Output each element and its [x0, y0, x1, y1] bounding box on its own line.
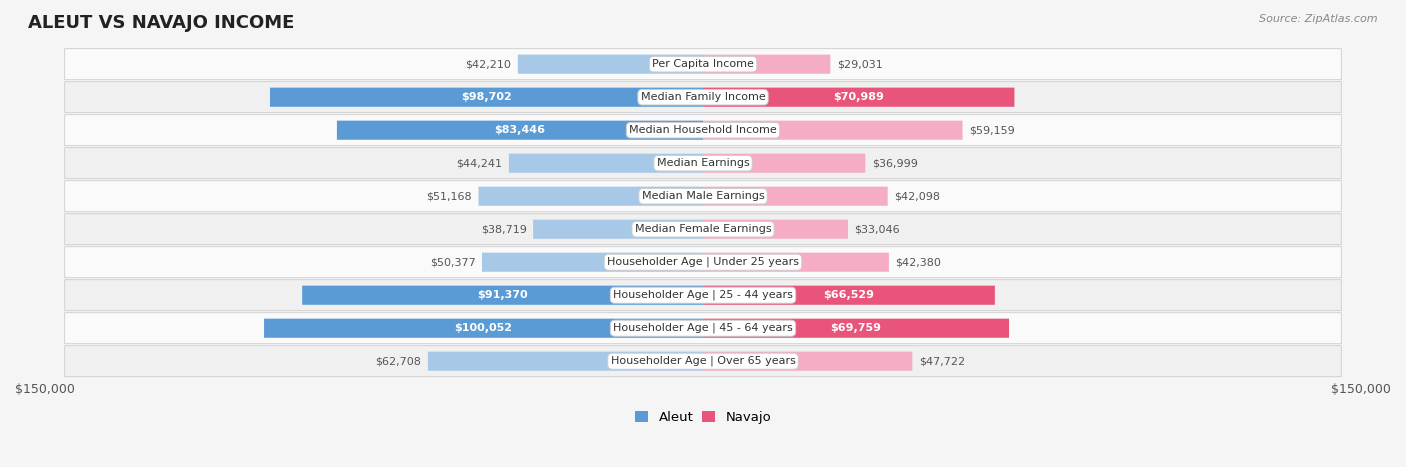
- Text: $33,046: $33,046: [855, 224, 900, 234]
- FancyBboxPatch shape: [65, 247, 1341, 278]
- Text: Median Male Earnings: Median Male Earnings: [641, 191, 765, 201]
- Text: Median Earnings: Median Earnings: [657, 158, 749, 168]
- Text: $59,159: $59,159: [969, 125, 1015, 135]
- Text: Householder Age | Under 25 years: Householder Age | Under 25 years: [607, 257, 799, 268]
- FancyBboxPatch shape: [270, 88, 703, 107]
- Text: $42,098: $42,098: [894, 191, 941, 201]
- FancyBboxPatch shape: [703, 120, 963, 140]
- FancyBboxPatch shape: [703, 55, 831, 74]
- FancyBboxPatch shape: [65, 181, 1341, 212]
- Text: $69,759: $69,759: [831, 323, 882, 333]
- Text: Householder Age | 25 - 44 years: Householder Age | 25 - 44 years: [613, 290, 793, 300]
- Text: $51,168: $51,168: [426, 191, 472, 201]
- Text: $91,370: $91,370: [477, 290, 527, 300]
- FancyBboxPatch shape: [65, 313, 1341, 344]
- FancyBboxPatch shape: [703, 187, 887, 206]
- Text: $98,702: $98,702: [461, 92, 512, 102]
- Text: $83,446: $83,446: [495, 125, 546, 135]
- FancyBboxPatch shape: [65, 115, 1341, 146]
- Text: $100,052: $100,052: [454, 323, 513, 333]
- Text: $70,989: $70,989: [834, 92, 884, 102]
- FancyBboxPatch shape: [65, 148, 1341, 179]
- FancyBboxPatch shape: [703, 318, 1010, 338]
- Text: Per Capita Income: Per Capita Income: [652, 59, 754, 69]
- Text: Median Family Income: Median Family Income: [641, 92, 765, 102]
- Text: $44,241: $44,241: [457, 158, 502, 168]
- Legend: Aleut, Navajo: Aleut, Navajo: [636, 411, 770, 424]
- Text: $42,380: $42,380: [896, 257, 942, 267]
- FancyBboxPatch shape: [65, 346, 1341, 377]
- FancyBboxPatch shape: [509, 154, 703, 173]
- Text: $47,722: $47,722: [920, 356, 965, 366]
- FancyBboxPatch shape: [65, 82, 1341, 113]
- FancyBboxPatch shape: [703, 88, 1015, 107]
- Text: ALEUT VS NAVAJO INCOME: ALEUT VS NAVAJO INCOME: [28, 14, 294, 32]
- FancyBboxPatch shape: [703, 154, 865, 173]
- FancyBboxPatch shape: [703, 219, 848, 239]
- Text: $38,719: $38,719: [481, 224, 527, 234]
- Text: Householder Age | Over 65 years: Householder Age | Over 65 years: [610, 356, 796, 367]
- Text: $50,377: $50,377: [430, 257, 475, 267]
- Text: $62,708: $62,708: [375, 356, 422, 366]
- FancyBboxPatch shape: [478, 187, 703, 206]
- FancyBboxPatch shape: [703, 286, 995, 305]
- FancyBboxPatch shape: [337, 120, 703, 140]
- FancyBboxPatch shape: [427, 352, 703, 371]
- FancyBboxPatch shape: [482, 253, 703, 272]
- FancyBboxPatch shape: [517, 55, 703, 74]
- Text: Median Household Income: Median Household Income: [628, 125, 778, 135]
- Text: Source: ZipAtlas.com: Source: ZipAtlas.com: [1260, 14, 1378, 24]
- FancyBboxPatch shape: [703, 352, 912, 371]
- FancyBboxPatch shape: [65, 214, 1341, 245]
- Text: $29,031: $29,031: [837, 59, 883, 69]
- Text: Householder Age | 45 - 64 years: Householder Age | 45 - 64 years: [613, 323, 793, 333]
- FancyBboxPatch shape: [703, 253, 889, 272]
- FancyBboxPatch shape: [65, 49, 1341, 80]
- Text: $36,999: $36,999: [872, 158, 918, 168]
- FancyBboxPatch shape: [65, 280, 1341, 311]
- FancyBboxPatch shape: [264, 318, 703, 338]
- Text: Median Female Earnings: Median Female Earnings: [634, 224, 772, 234]
- FancyBboxPatch shape: [533, 219, 703, 239]
- Text: $66,529: $66,529: [824, 290, 875, 300]
- Text: $42,210: $42,210: [465, 59, 512, 69]
- FancyBboxPatch shape: [302, 286, 703, 305]
